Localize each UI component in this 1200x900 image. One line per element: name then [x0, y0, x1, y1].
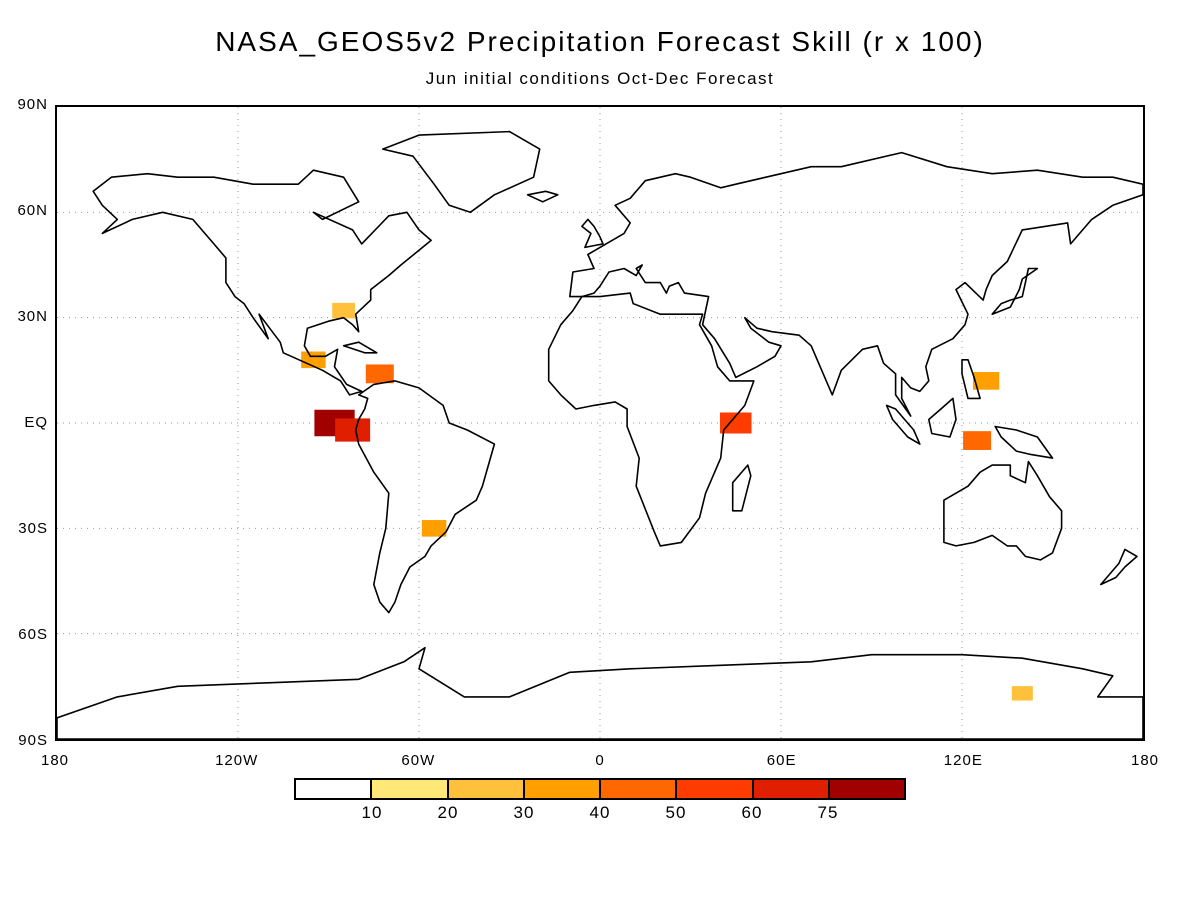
skill-region [332, 302, 355, 319]
coastline-borneo [927, 397, 957, 438]
longitude-tick-label: 180 [40, 752, 70, 769]
coastline-philippines [961, 359, 981, 400]
longitude-tick-label: 60E [766, 752, 797, 769]
colorbar-tick-label: 30 [513, 803, 535, 822]
colorbar-swatch [448, 780, 525, 798]
skill-region [1011, 686, 1033, 701]
longitude-tick-label: 120W [215, 752, 259, 769]
coastline-iceland [526, 190, 559, 203]
coastline-japan [991, 267, 1039, 315]
colorbar-tick-label: 10 [361, 803, 383, 822]
coastline-greenland [381, 130, 541, 214]
skill-region [963, 431, 992, 450]
latitude-tick-label: 60S [18, 626, 48, 643]
coastline-antarctica [57, 646, 1143, 739]
coastline-new-zealand [1100, 548, 1138, 586]
skill-region [973, 372, 1000, 390]
coastline-africa [547, 292, 755, 547]
longitude-tick-label: 0 [595, 752, 605, 769]
colorbar-tick-label: 60 [741, 803, 763, 822]
colorbar-tick-label: 75 [817, 803, 839, 822]
figure-title: NASA_GEOS5v2 Precipitation Forecast Skil… [215, 26, 985, 57]
colorbar-tick-label: 40 [589, 803, 611, 822]
coastline-cuba [342, 341, 378, 354]
coastline-eurasia [568, 151, 1143, 417]
longitude-tick-label: 120E [943, 752, 983, 769]
latitude-tick-label: 90N [17, 96, 48, 113]
map-panel [55, 105, 1145, 741]
colorbar-swatch [372, 780, 449, 798]
colorbar-swatch [829, 780, 904, 798]
skill-region [720, 412, 752, 434]
coastline-new-guinea [994, 425, 1054, 459]
colorbar-swatch [677, 780, 754, 798]
figure-subtitle: Jun initial conditions Oct-Dec Forecast [425, 69, 775, 88]
coastline-madagascar [731, 464, 752, 512]
colorbar-swatch [296, 780, 373, 798]
coastline-sumatra [885, 404, 921, 445]
latitude-tick-label: 60N [17, 202, 48, 219]
latitude-tick-label: 30S [18, 520, 48, 537]
skill-region [335, 418, 371, 442]
colorbar-tick-label: 50 [665, 803, 687, 822]
coastline-south-america [354, 380, 496, 614]
colorbar-swatch [601, 780, 678, 798]
skill-region [421, 520, 447, 537]
skill-region [365, 364, 394, 384]
longitude-tick-label: 180 [1130, 752, 1160, 769]
world-map [57, 107, 1143, 739]
colorbar [294, 778, 906, 800]
coastline-north-america [92, 169, 432, 396]
colorbar-tick-label: 20 [437, 803, 459, 822]
latitude-tick-label: 90S [18, 732, 48, 749]
coastline-australia [943, 460, 1063, 561]
longitude-tick-label: 60W [401, 752, 436, 769]
colorbar-swatch [524, 780, 601, 798]
latitude-tick-label: 30N [17, 308, 48, 325]
coastline-great-britain [581, 218, 604, 249]
colorbar-swatch [753, 780, 830, 798]
latitude-tick-label: EQ [24, 414, 48, 431]
